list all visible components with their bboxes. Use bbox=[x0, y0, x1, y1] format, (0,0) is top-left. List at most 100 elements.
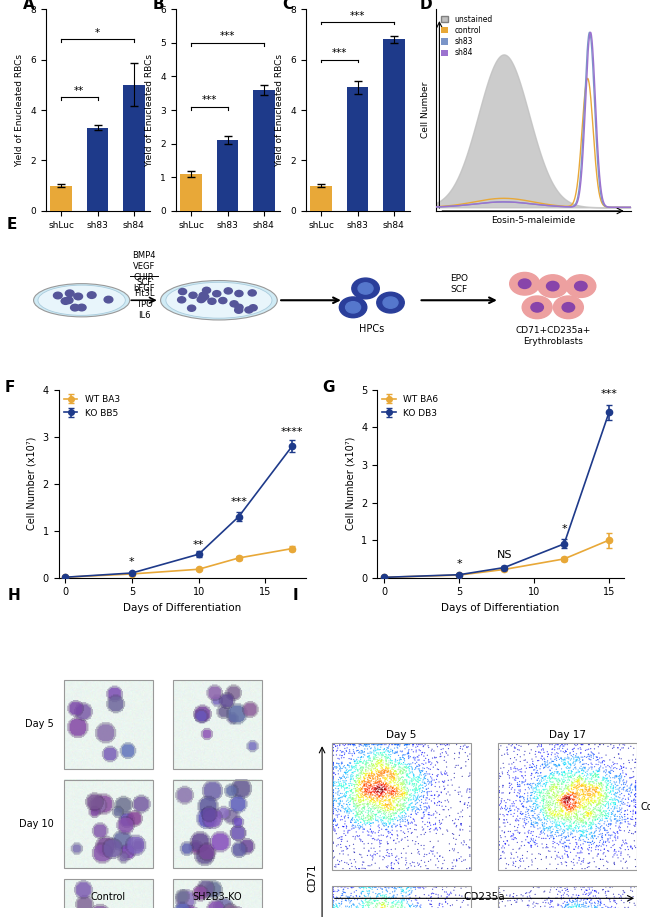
Point bbox=[506, 777, 517, 791]
Point bbox=[361, 895, 371, 910]
Point bbox=[614, 901, 624, 916]
Point bbox=[577, 827, 587, 842]
Point bbox=[415, 908, 425, 917]
Point bbox=[334, 831, 345, 845]
Point bbox=[370, 771, 381, 786]
Point bbox=[352, 818, 363, 833]
Point bbox=[577, 761, 588, 776]
Point bbox=[363, 799, 373, 813]
Point bbox=[544, 913, 554, 917]
Point bbox=[409, 899, 419, 913]
Point bbox=[511, 904, 521, 917]
Point bbox=[574, 913, 584, 917]
Point bbox=[563, 766, 573, 780]
Point bbox=[573, 782, 584, 797]
Point bbox=[586, 748, 597, 763]
Point bbox=[365, 779, 376, 793]
Point bbox=[372, 750, 383, 765]
Text: Control: Control bbox=[91, 891, 126, 901]
Point bbox=[528, 828, 538, 843]
Point bbox=[591, 769, 601, 784]
Point bbox=[381, 888, 391, 902]
Point bbox=[367, 766, 378, 780]
Point bbox=[398, 766, 409, 780]
Point bbox=[583, 746, 593, 761]
Point bbox=[349, 815, 359, 830]
Point bbox=[353, 809, 363, 823]
Point bbox=[328, 913, 339, 917]
Point bbox=[402, 802, 413, 817]
Point bbox=[547, 911, 558, 917]
Point bbox=[375, 755, 385, 769]
Point bbox=[434, 798, 445, 812]
Point bbox=[623, 753, 634, 768]
Point bbox=[584, 894, 595, 909]
Point bbox=[350, 774, 361, 789]
Point bbox=[591, 782, 601, 797]
Point bbox=[367, 757, 377, 771]
Point bbox=[578, 760, 589, 775]
Point bbox=[372, 794, 382, 809]
Point bbox=[415, 767, 425, 781]
Point bbox=[567, 900, 578, 914]
Point bbox=[556, 831, 567, 845]
Point bbox=[606, 810, 616, 824]
Point bbox=[351, 912, 361, 917]
Point bbox=[370, 760, 381, 775]
Point bbox=[423, 781, 434, 796]
Point bbox=[522, 755, 532, 769]
Point bbox=[506, 807, 516, 822]
Point bbox=[401, 737, 411, 752]
Point bbox=[593, 816, 604, 831]
Point bbox=[604, 900, 614, 915]
Point bbox=[564, 784, 575, 799]
Point bbox=[494, 812, 504, 826]
Point bbox=[348, 777, 359, 791]
Point bbox=[348, 786, 358, 801]
Point bbox=[574, 817, 584, 832]
Point bbox=[369, 784, 380, 799]
Point bbox=[571, 790, 581, 804]
Point bbox=[519, 790, 529, 805]
Point bbox=[391, 849, 402, 864]
Point bbox=[554, 792, 564, 807]
Point bbox=[375, 768, 385, 783]
Point bbox=[560, 795, 571, 810]
Point bbox=[406, 893, 417, 908]
Point bbox=[630, 816, 641, 831]
Point bbox=[376, 792, 387, 807]
Point bbox=[606, 813, 616, 828]
Point bbox=[557, 816, 567, 831]
Point bbox=[608, 755, 618, 769]
Point bbox=[552, 899, 563, 913]
Point bbox=[396, 779, 407, 794]
Point bbox=[526, 767, 537, 781]
Point bbox=[497, 748, 507, 763]
Point bbox=[593, 911, 604, 917]
Point bbox=[378, 903, 388, 917]
Point bbox=[382, 784, 393, 799]
Point bbox=[426, 778, 437, 792]
Point bbox=[590, 911, 601, 917]
Point bbox=[454, 851, 465, 866]
Point bbox=[338, 861, 348, 876]
Point bbox=[439, 901, 449, 916]
Circle shape bbox=[188, 305, 196, 311]
Point bbox=[384, 904, 394, 917]
Point bbox=[586, 807, 597, 822]
Point bbox=[364, 895, 374, 910]
Point bbox=[588, 795, 599, 810]
Point bbox=[383, 778, 393, 792]
Point bbox=[579, 801, 590, 816]
Point bbox=[530, 833, 541, 847]
Point bbox=[462, 885, 472, 900]
Point bbox=[377, 737, 387, 752]
Point bbox=[550, 801, 560, 815]
Point bbox=[370, 879, 380, 894]
Point bbox=[384, 750, 394, 765]
Point bbox=[536, 751, 546, 766]
Point bbox=[387, 911, 397, 917]
Point bbox=[528, 790, 538, 805]
Point bbox=[352, 806, 363, 821]
Point bbox=[549, 811, 559, 825]
